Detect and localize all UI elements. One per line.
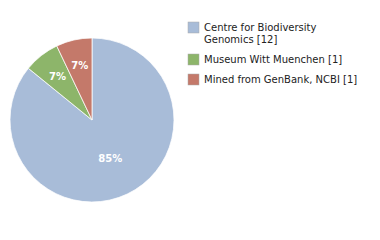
- chart: 85% 7% 7% Centre for BiodiversityGenomics […: [0, 0, 380, 240]
- legend-label: Mined from GenBank, NCBI [1]: [204, 74, 357, 85]
- legend-item: Centre for BiodiversityGenomics [12]: [188, 22, 317, 45]
- legend: Centre for BiodiversityGenomics [12] Muse…: [188, 22, 357, 85]
- legend-swatch: [188, 22, 199, 33]
- legend-swatch: [188, 54, 199, 65]
- legend-item: Mined from GenBank, NCBI [1]: [188, 74, 357, 85]
- legend-label: Museum Witt Muenchen [1]: [204, 54, 342, 65]
- data-label: 7%: [71, 60, 88, 71]
- data-labels: 85% 7% 7%: [49, 60, 122, 164]
- pie: [10, 38, 174, 202]
- legend-item: Museum Witt Muenchen [1]: [188, 54, 342, 65]
- legend-swatch: [188, 74, 199, 85]
- pie-slice: [10, 38, 174, 202]
- data-label: 85%: [98, 153, 122, 164]
- data-label: 7%: [49, 71, 66, 82]
- legend-label: Centre for BiodiversityGenomics [12]: [204, 22, 317, 45]
